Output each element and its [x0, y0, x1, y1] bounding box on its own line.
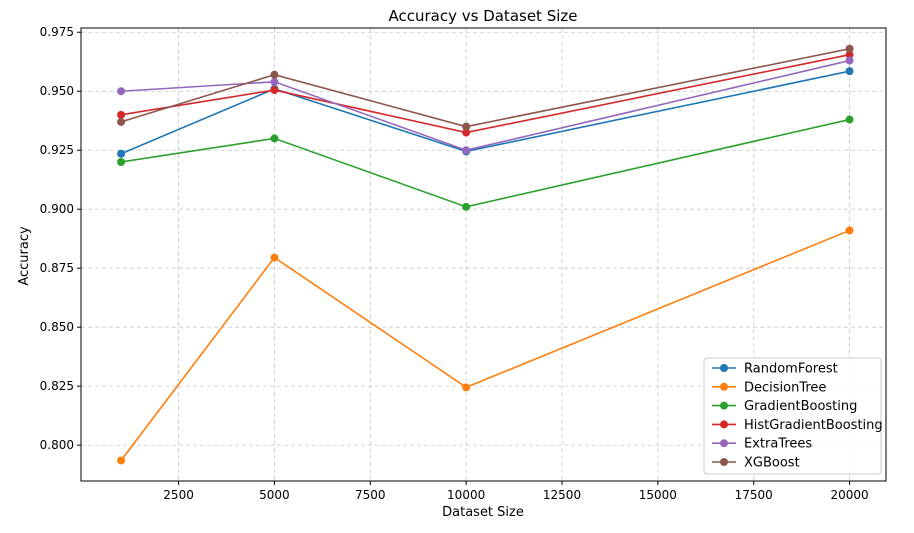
x-tick-label: 20000	[830, 488, 868, 502]
y-tick-label: 0.825	[40, 379, 74, 393]
legend-marker	[720, 364, 728, 372]
data-point	[845, 44, 854, 53]
legend-item: RandomForest	[712, 362, 838, 377]
data-point	[270, 86, 279, 95]
series-XGBoost	[117, 44, 854, 131]
x-tick-label: 5000	[259, 488, 290, 502]
y-tick-label: 0.800	[40, 438, 74, 452]
data-point	[270, 70, 279, 79]
series-line	[120, 53, 850, 134]
data-point	[270, 134, 279, 143]
data-point	[117, 149, 126, 158]
x-tick-label: 2500	[163, 488, 194, 502]
legend-label: GradientBoosting	[744, 399, 857, 414]
legend-label: XGBoost	[744, 456, 800, 471]
data-point	[462, 146, 471, 155]
data-point	[845, 115, 854, 124]
y-tick-label: 0.925	[40, 143, 74, 157]
x-tick-label: 10000	[447, 488, 485, 502]
x-tick-label: 15000	[639, 488, 677, 502]
y-tick-label: 0.950	[40, 84, 74, 98]
x-axis-label: Dataset Size	[442, 505, 524, 520]
legend-box	[703, 357, 882, 475]
x-tick-label: 17500	[735, 488, 773, 502]
legend-marker	[720, 382, 728, 391]
y-axis-label: Accuracy	[17, 226, 32, 286]
data-point	[117, 117, 126, 126]
series-line	[121, 59, 850, 152]
legend-label: ExtraTrees	[744, 437, 812, 452]
y-tick-label: 0.900	[40, 202, 74, 216]
data-point	[117, 158, 126, 167]
axis-ticks: 2500 5000 7500 10000 12500 15000 17500 20000 0.8…	[40, 25, 869, 502]
x-tick-label: 12500	[543, 488, 581, 502]
legend-marker	[720, 401, 728, 410]
series-ExtraTrees	[117, 56, 854, 155]
data-point	[462, 202, 471, 211]
legend-item: DecisionTree	[712, 380, 826, 395]
series-HistGradientBoosting	[117, 50, 854, 137]
legend-marker	[720, 439, 728, 448]
legend-item: GradientBoosting	[712, 399, 857, 414]
data-point	[270, 253, 279, 262]
plot-frame	[80, 27, 887, 482]
legend: RandomForest DecisionTree GradientBoosting…	[703, 357, 883, 475]
legend-marker	[720, 458, 728, 466]
data-point	[845, 67, 854, 76]
data-point	[462, 122, 471, 131]
legend-label: HistGradientBoosting	[744, 418, 883, 433]
legend-label: RandomForest	[744, 362, 838, 377]
series-lines	[117, 44, 854, 465]
legend-item: XGBoost	[712, 456, 800, 471]
y-tick-label: 0.875	[40, 261, 74, 275]
series-line	[120, 229, 850, 461]
data-point	[117, 110, 126, 119]
data-point	[845, 50, 854, 59]
y-tick-label: 0.850	[40, 320, 74, 334]
series-DecisionTree	[117, 226, 854, 465]
data-point	[462, 128, 471, 137]
y-tick-label: 0.975	[40, 25, 74, 39]
series-line	[120, 47, 850, 128]
legend-label: DecisionTree	[744, 380, 826, 395]
data-point	[117, 87, 126, 96]
series-line	[120, 118, 850, 208]
data-point	[845, 226, 854, 235]
series-line	[120, 70, 850, 155]
legend-item: ExtraTrees	[712, 437, 812, 452]
legend-marker	[720, 420, 728, 429]
data-point	[462, 383, 471, 392]
data-point	[845, 56, 854, 65]
data-point	[117, 456, 126, 465]
data-point	[270, 77, 279, 86]
legend-item: HistGradientBoosting	[712, 418, 883, 433]
chart-title: Accuracy vs Dataset Size	[388, 7, 577, 25]
grid	[81, 28, 886, 481]
series-GradientBoosting	[117, 115, 854, 211]
x-tick-label: 7500	[355, 488, 386, 502]
